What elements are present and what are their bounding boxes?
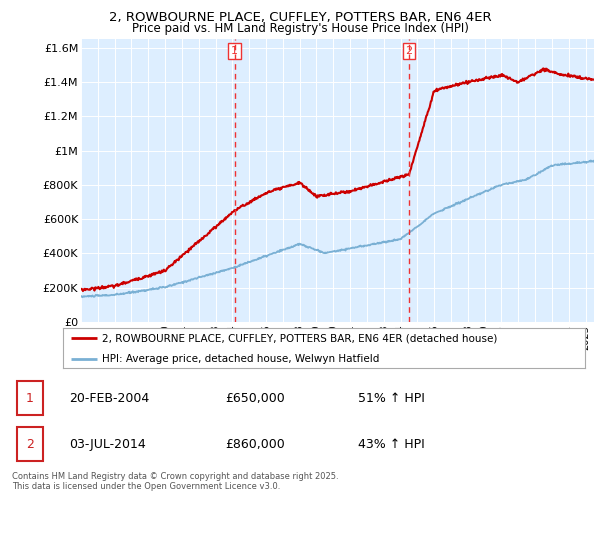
Text: HPI: Average price, detached house, Welwyn Hatfield: HPI: Average price, detached house, Welw… [102, 354, 380, 363]
Text: 1: 1 [26, 391, 34, 405]
Text: 51% ↑ HPI: 51% ↑ HPI [358, 391, 424, 405]
Text: Price paid vs. HM Land Registry's House Price Index (HPI): Price paid vs. HM Land Registry's House … [131, 22, 469, 35]
Text: 20-FEB-2004: 20-FEB-2004 [70, 391, 150, 405]
Text: 2: 2 [406, 46, 413, 56]
Text: 03-JUL-2014: 03-JUL-2014 [70, 438, 146, 451]
Text: £860,000: £860,000 [225, 438, 285, 451]
FancyBboxPatch shape [17, 427, 43, 461]
Text: 1: 1 [231, 46, 238, 56]
FancyBboxPatch shape [17, 381, 43, 416]
Text: 2, ROWBOURNE PLACE, CUFFLEY, POTTERS BAR, EN6 4ER (detached house): 2, ROWBOURNE PLACE, CUFFLEY, POTTERS BAR… [102, 334, 497, 343]
Text: 43% ↑ HPI: 43% ↑ HPI [358, 438, 424, 451]
Text: 2, ROWBOURNE PLACE, CUFFLEY, POTTERS BAR, EN6 4ER: 2, ROWBOURNE PLACE, CUFFLEY, POTTERS BAR… [109, 11, 491, 24]
Text: £650,000: £650,000 [225, 391, 285, 405]
Text: Contains HM Land Registry data © Crown copyright and database right 2025.
This d: Contains HM Land Registry data © Crown c… [12, 472, 338, 491]
Text: 2: 2 [26, 438, 34, 451]
